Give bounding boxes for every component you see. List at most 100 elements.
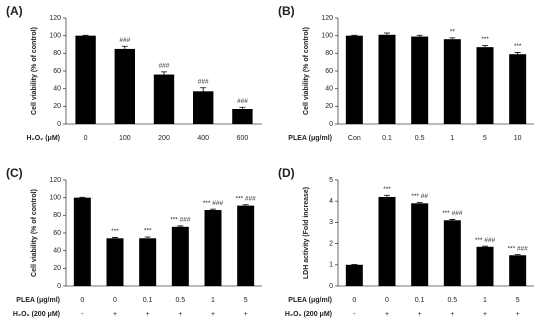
- error-bar: [514, 52, 521, 55]
- error-bar: [514, 254, 521, 256]
- x-row-label: PLEA (μg/ml): [288, 297, 332, 304]
- x-tick-label: -: [81, 311, 84, 318]
- x-tick-label: 400: [197, 135, 209, 142]
- y-tick-label: 120: [321, 15, 333, 22]
- y-tick-label: 20: [325, 103, 333, 110]
- bar: [378, 34, 396, 124]
- y-axis-label: LDH activity (Fold increase): [303, 187, 310, 279]
- bar: [476, 246, 494, 286]
- bar: [114, 48, 135, 124]
- error-bar: [210, 208, 216, 211]
- panel-label: (C): [6, 166, 23, 180]
- y-tick-label: 0: [57, 283, 61, 290]
- x-row-label: PLEA (μg/ml): [288, 135, 332, 142]
- y-tick-label: 40: [325, 86, 333, 93]
- bar: [509, 54, 527, 124]
- x-tick-label: 0: [113, 297, 117, 304]
- bar: [411, 36, 429, 124]
- significance-label: ###: [159, 63, 170, 70]
- x-tick-label: 5: [483, 135, 487, 142]
- y-tick-label: 20: [53, 103, 61, 110]
- significance-label: ***: [514, 43, 522, 50]
- chart-panel: (D) LDH activity (Fold increase) 0 1 2 3 4 5 PLE…: [278, 166, 534, 318]
- chart-panel: (A) Cell viability (% of control) 0 20 40 60 8…: [6, 4, 262, 142]
- x-tick-label: 0.1: [415, 297, 425, 304]
- x-tick-label: 0: [352, 297, 356, 304]
- bar: [411, 203, 429, 286]
- x-tick-label: 1: [211, 297, 215, 304]
- significance-label: *** ###: [170, 217, 191, 224]
- y-tick-label: 4: [329, 198, 333, 205]
- x-row-label: H₂O₂ (200 μM): [285, 311, 332, 318]
- x-tick-label: +: [516, 311, 520, 318]
- x-row-label: H₂O₂ (μM): [27, 135, 60, 142]
- bar: [476, 47, 494, 124]
- x-tick-label: +: [211, 311, 215, 318]
- x-tick-label: 0.1: [382, 135, 392, 142]
- bar: [443, 39, 461, 125]
- error-bar: [144, 236, 151, 239]
- y-axis-label: Cell viability (% of control): [303, 27, 310, 115]
- x-row-label: PLEA (μg/ml): [16, 297, 60, 304]
- x-tick-label: 600: [237, 135, 249, 142]
- y-tick-label: 100: [49, 195, 61, 202]
- bar: [153, 74, 175, 124]
- y-tick-label: 0: [329, 121, 333, 128]
- bar: [345, 264, 363, 286]
- significance-label: ###: [237, 98, 248, 105]
- x-tick-label: 100: [119, 135, 131, 142]
- bar: [171, 226, 189, 286]
- x-tick-label: +: [244, 311, 248, 318]
- error-bar: [416, 34, 423, 37]
- significance-label: *** ###: [508, 245, 529, 252]
- bar: [509, 255, 527, 286]
- y-tick-label: 20: [53, 265, 61, 272]
- x-tick-label: +: [178, 311, 182, 318]
- x-tick-label: 0: [385, 297, 389, 304]
- error-bar: [112, 237, 118, 239]
- x-row-label: H₂O₂ (200 μM): [13, 311, 60, 318]
- y-tick-label: 120: [49, 15, 61, 22]
- x-tick-label: Con: [348, 135, 361, 142]
- panel-label: (B): [278, 4, 295, 18]
- error-bar: [242, 204, 249, 206]
- y-tick-label: 80: [325, 50, 333, 57]
- y-tick-label: 0: [57, 121, 61, 128]
- y-tick-label: 100: [321, 33, 333, 40]
- bar: [75, 35, 96, 124]
- error-bar: [449, 219, 456, 221]
- x-tick-label: +: [418, 311, 422, 318]
- y-tick-label: 1: [329, 262, 333, 269]
- x-tick-label: +: [146, 311, 150, 318]
- x-tick-label: +: [483, 311, 487, 318]
- x-tick-label: 1: [450, 135, 454, 142]
- bar: [345, 35, 363, 124]
- bar: [204, 210, 222, 286]
- x-tick-label: 200: [158, 135, 170, 142]
- y-tick-label: 5: [329, 177, 333, 184]
- error-bar: [239, 106, 246, 109]
- y-axis-label: Cell viability (% of control): [31, 27, 38, 115]
- error-bar: [482, 245, 488, 247]
- bar: [193, 91, 214, 124]
- y-tick-label: 60: [53, 68, 61, 75]
- x-tick-label: 0: [84, 135, 88, 142]
- significance-label: ***: [383, 186, 391, 193]
- error-bar: [177, 225, 184, 227]
- significance-label: ###: [119, 37, 130, 44]
- x-tick-label: -: [353, 311, 356, 318]
- y-tick-label: 80: [53, 50, 61, 57]
- significance-label: *** ###: [475, 237, 496, 244]
- panel-label: (D): [278, 166, 295, 180]
- x-tick-label: +: [113, 311, 117, 318]
- significance-label: ***: [144, 228, 152, 235]
- y-axis-label: Cell viability (% of control): [31, 189, 38, 277]
- y-tick-label: 80: [53, 212, 61, 219]
- significance-label: *** ###: [236, 195, 257, 202]
- y-tick-label: 120: [49, 177, 61, 184]
- x-tick-label: 0.5: [447, 297, 457, 304]
- chart-panel: (B) Cell viability (% of control) 0 20 40 60 8…: [278, 4, 534, 142]
- error-bar: [449, 37, 456, 40]
